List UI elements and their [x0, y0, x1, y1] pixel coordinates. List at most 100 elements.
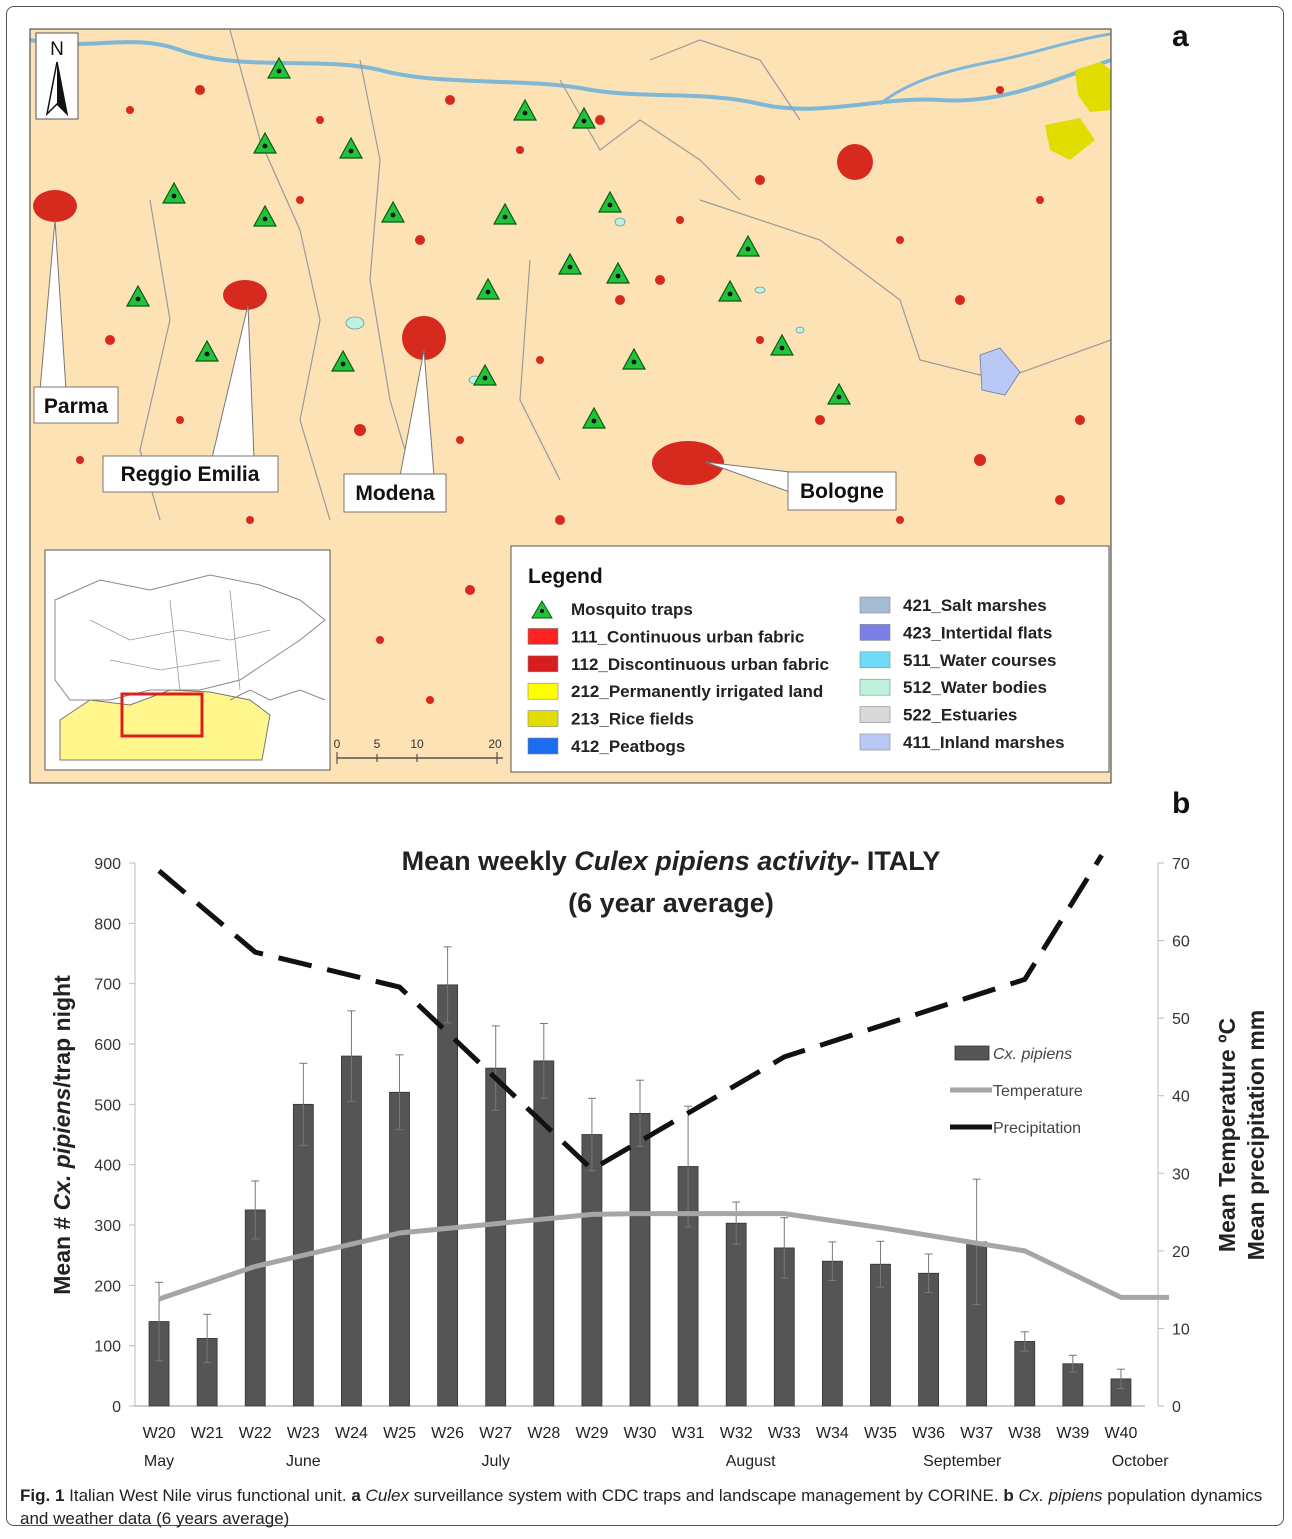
legend-swatch: [859, 678, 891, 696]
error-bar: [828, 1241, 837, 1282]
city-label-parma: Parma: [44, 395, 109, 418]
error-bar: [924, 1253, 933, 1294]
y2-tick-label: 50: [1172, 1011, 1190, 1028]
callout-reggio: Reggio Emilia: [102, 304, 279, 493]
x-tick-label: W37: [960, 1425, 993, 1442]
scale-tick-0: 0: [334, 737, 341, 751]
mosquito-trap-icon: [605, 261, 631, 284]
x-axis: W20 W21 W22 W23 W24 W25 W26 W27 W28 W29 W30 W31 W32 W…: [143, 1425, 1138, 1442]
mosquito-trap-icon: [475, 277, 501, 300]
map-legend: Legend Mosquito traps 111_Continuous urba…: [510, 545, 1110, 773]
scale-tick-20: 20: [488, 737, 502, 751]
figure-frame: [6, 6, 1284, 1526]
y-tick-label: 800: [94, 916, 121, 933]
mosquito-trap-icon: [769, 333, 795, 356]
y2-tick-label: 20: [1172, 1244, 1190, 1261]
legend-item: 112_Discontinuous urban fabric: [527, 655, 829, 674]
y-tick-label: 200: [94, 1278, 121, 1295]
legend-swatch: [527, 655, 559, 673]
chart-legend: Cx. pipiens Temperature Precipitation: [950, 1045, 1083, 1137]
legend-label: 421_Salt marshes: [903, 596, 1047, 615]
north-label: N: [50, 39, 64, 60]
legend-label: 212_Permanently irrigated land: [571, 682, 823, 701]
caption-a-text: surveillance system with CDC traps and l…: [409, 1486, 1004, 1505]
legend-label: 522_Estuaries: [903, 706, 1017, 725]
north-arrow: N: [35, 32, 79, 120]
legend-label: 411_Inland marshes: [903, 733, 1065, 752]
bar-W30: [629, 1112, 651, 1407]
chart-legend-label: Cx. pipiens: [993, 1046, 1072, 1063]
y-tick-label: 100: [94, 1339, 121, 1356]
x-tick-label: W22: [239, 1425, 272, 1442]
legend-label: 511_Water courses: [903, 651, 1056, 670]
urban-reggio: [223, 280, 267, 310]
caption-a-italic: Culex: [365, 1486, 410, 1505]
mosquito-trap-icon: [557, 252, 583, 275]
admin-border: [139, 29, 1111, 521]
error-bar: [491, 1025, 500, 1111]
x-tick-label: W20: [143, 1425, 176, 1442]
x-tick-label: W26: [431, 1425, 464, 1442]
error-bar: [251, 1180, 260, 1240]
line-series: [157, 853, 1169, 1302]
chart-title: Mean weekly Culex pipiens activity- ITAL…: [402, 846, 941, 876]
bar-W36: [918, 1272, 939, 1407]
x-tick-label: W21: [191, 1425, 224, 1442]
chart-legend-item: Cx. pipiens: [954, 1045, 1072, 1063]
mosquito-trap-icon: [330, 349, 356, 372]
y2-tick-label: 10: [1172, 1321, 1190, 1338]
month-label: October: [1112, 1453, 1170, 1470]
y2-axis-label-temperature: Mean Temperature ºC: [1214, 1018, 1240, 1252]
mosquito-trap-icon: [472, 363, 498, 386]
legend-label: 412_Peatbogs: [571, 737, 685, 756]
mosquito-trap-icon: [380, 200, 406, 223]
legend-title: Legend: [528, 565, 603, 588]
urban-bologna: [652, 441, 724, 485]
legend-swatch: [527, 682, 559, 700]
legend-item: 212_Permanently irrigated land: [527, 682, 823, 701]
urban-parma: [33, 190, 77, 222]
mosquito-trap-icon: [512, 98, 538, 121]
chart-legend-label: Temperature: [993, 1083, 1083, 1100]
legend-swatch: [859, 624, 891, 641]
bar-W34: [821, 1260, 843, 1407]
bar-W32: [725, 1222, 747, 1407]
error-bar: [684, 1105, 693, 1228]
error-bar: [1068, 1354, 1077, 1373]
mosquito-trap-icon: [266, 56, 292, 79]
x-tick-label: W31: [672, 1425, 705, 1442]
error-bar: [732, 1201, 741, 1245]
bar-series: [148, 984, 1132, 1407]
chart-legend-label: Precipitation: [993, 1120, 1081, 1137]
figure-caption: Fig. 1 Italian West Nile virus functiona…: [20, 1484, 1270, 1530]
x-tick-label: W32: [720, 1425, 753, 1442]
mosquito-trap-icon: [194, 339, 220, 362]
bar-W28: [533, 1060, 555, 1407]
temperature-line: [158, 1211, 1169, 1302]
y2-axis-label-precipitation: Mean precipitation mm: [1243, 1010, 1269, 1260]
month-label: September: [923, 1453, 1002, 1470]
bar-legend-swatch: [954, 1045, 990, 1061]
error-bar: [203, 1313, 212, 1364]
error-bar: [299, 1062, 308, 1146]
error-bar: [780, 1217, 789, 1279]
legend-item: 421_Salt marshes: [859, 596, 1047, 615]
y-axis-label: Mean # Cx. pipiens/trap night: [49, 975, 75, 1295]
month-label: August: [726, 1453, 776, 1470]
callout-modena: Modena: [343, 349, 447, 513]
mosquito-trap-icon: [571, 106, 597, 129]
panel-letter-b: b: [1172, 787, 1191, 820]
x-tick-label: W29: [575, 1425, 608, 1442]
y-tick-label: 0: [112, 1399, 121, 1416]
y-tick-label: 500: [94, 1097, 121, 1114]
mosquito-trap-icon: [621, 347, 647, 370]
scale-tick-5: 5: [374, 737, 381, 751]
rice-fields: [1045, 62, 1111, 160]
mosquito-trap-icon: [161, 181, 187, 204]
legend-item: Mosquito traps: [531, 600, 693, 619]
y-tick-label: 400: [94, 1158, 121, 1175]
month-label: June: [286, 1453, 321, 1470]
bar-W27: [485, 1067, 507, 1407]
x-tick-label: W30: [624, 1425, 657, 1442]
